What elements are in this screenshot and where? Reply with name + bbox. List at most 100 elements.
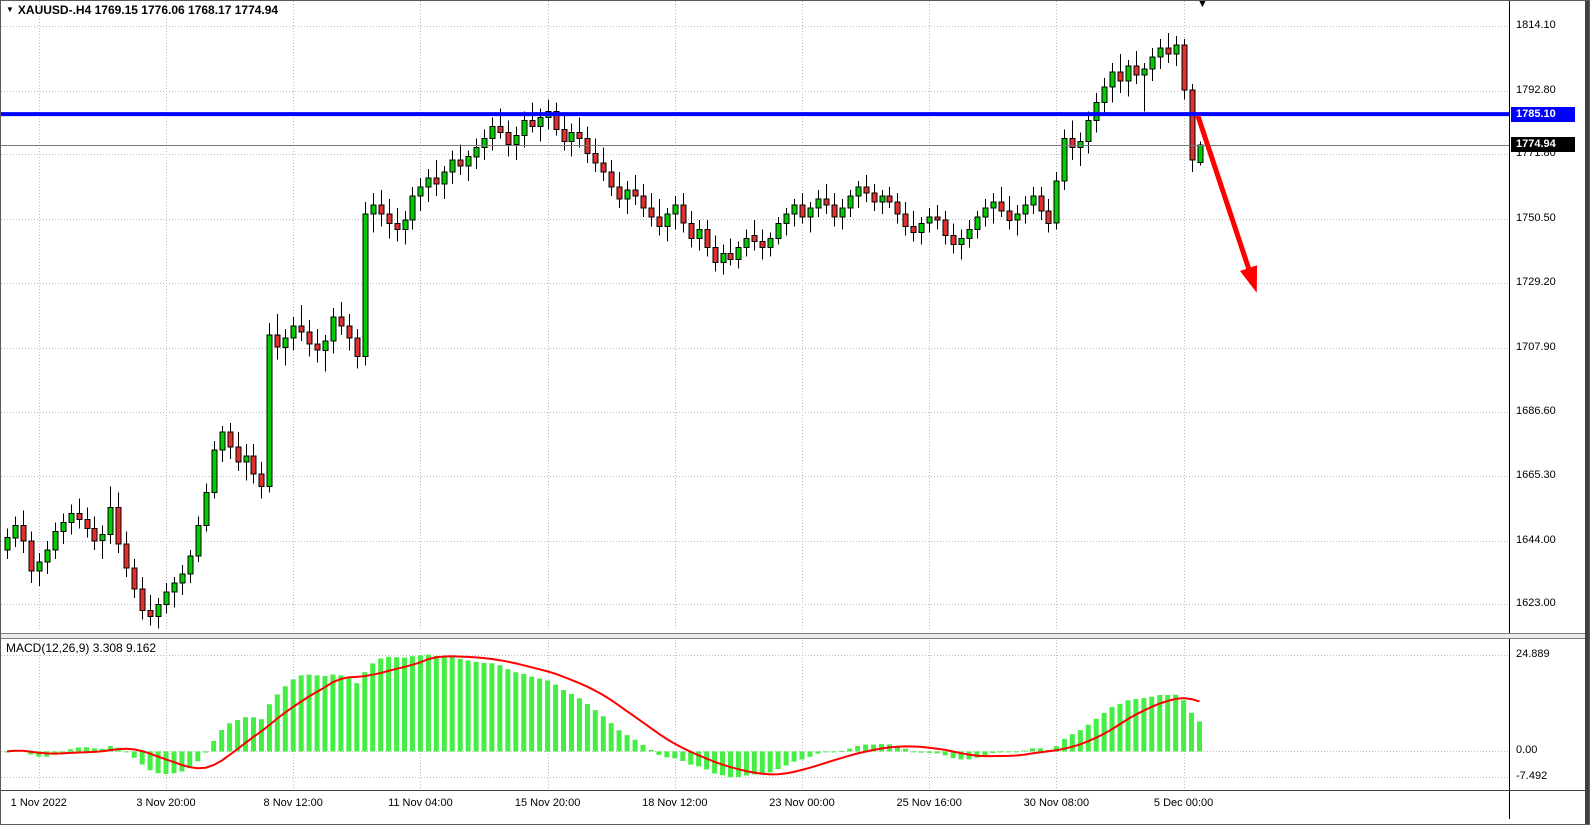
candle-body	[815, 198, 822, 209]
candle-body	[759, 240, 766, 248]
macd-histogram-bar	[1014, 751, 1020, 753]
time-axis[interactable]: 1 Nov 2022 3 Nov 20:00 8 Nov 12:00 11 Nov 0…	[1, 792, 1509, 819]
price-axis-label: 1792.80	[1516, 83, 1556, 96]
macd-histogram-bar	[807, 751, 813, 757]
candle-body	[155, 603, 162, 617]
macd-histogram-bar	[1197, 721, 1202, 752]
candle-body	[584, 138, 591, 155]
time-axis-label: 3 Nov 20:00	[136, 797, 196, 809]
macd-histogram-bar	[1117, 703, 1123, 752]
candle-body	[497, 126, 504, 133]
macd-histogram-bar	[584, 704, 590, 752]
macd-histogram-bar	[227, 723, 233, 752]
candle-body	[958, 237, 965, 245]
macd-histogram-bar	[92, 748, 97, 752]
candle-body	[576, 132, 583, 139]
candle-body	[847, 195, 854, 209]
candle-body	[1053, 180, 1060, 224]
pane-splitter[interactable]	[1, 633, 1589, 639]
candle-body	[274, 334, 281, 348]
macd-histogram-bar	[481, 662, 487, 752]
time-axis-label: 15 Nov 20:00	[514, 797, 581, 809]
macd-histogram-bar	[338, 675, 344, 752]
price-axis-label: 1623.00	[1516, 597, 1556, 610]
candle-body	[990, 201, 997, 209]
macd-histogram-bar	[608, 723, 614, 752]
candle-body	[433, 177, 440, 185]
candle-body	[1038, 195, 1045, 212]
candle-body	[457, 159, 464, 167]
macd-histogram-bar	[696, 751, 702, 767]
candle-body	[1181, 44, 1188, 91]
macd-histogram-bar	[1181, 700, 1187, 752]
candle-body	[187, 555, 194, 575]
macd-histogram-bar	[258, 719, 264, 752]
time-axis-label: 18 Nov 12:00	[642, 797, 708, 809]
candle-body	[600, 162, 607, 173]
candle-body	[632, 189, 639, 197]
candle-body	[1022, 204, 1029, 215]
macd-histogram-bar	[553, 684, 559, 752]
candle-body	[783, 213, 790, 224]
macd-histogram-bar	[958, 751, 964, 760]
candle-body	[266, 334, 273, 487]
macd-histogram-bar	[815, 751, 821, 754]
macd-axis-label: 0.00	[1516, 744, 1538, 757]
macd-histogram-bar	[68, 749, 74, 752]
macd-histogram-bar	[688, 751, 694, 765]
candle-body	[807, 207, 814, 218]
candle-body	[147, 609, 154, 617]
macd-histogram-bar	[28, 751, 34, 755]
macd-histogram-bar	[1006, 751, 1012, 753]
candle-body	[163, 591, 170, 605]
candle-body	[513, 135, 520, 146]
candle-body	[99, 534, 106, 542]
candle-body	[680, 204, 687, 224]
price-axis-label: 1750.50	[1516, 211, 1556, 224]
candle-body	[926, 216, 933, 224]
macd-histogram-bar	[799, 751, 805, 760]
candle-body	[942, 219, 949, 236]
trend-arrow-head[interactable]	[1239, 265, 1258, 293]
macd-histogram-bar	[378, 658, 384, 752]
macd-histogram-bar	[894, 746, 900, 752]
price-axis-label: 1665.30	[1516, 469, 1556, 482]
candle-body	[227, 431, 234, 448]
macd-histogram-bar	[266, 704, 272, 752]
candle-body	[330, 316, 337, 342]
candle-body	[823, 198, 830, 206]
macd-histogram-bar	[402, 657, 407, 752]
chart-title: ▼ XAUUSD-.H4 1769.15 1776.06 1768.17 177…	[6, 3, 278, 17]
macd-histogram-bar	[926, 751, 932, 753]
candle-body	[91, 528, 98, 542]
candle-body	[505, 132, 512, 146]
candle-body	[727, 253, 734, 260]
candle-body	[1133, 65, 1140, 76]
macd-histogram-bar	[314, 675, 320, 752]
trend-arrow-shaft[interactable]	[1195, 115, 1253, 273]
macd-histogram-bar	[918, 751, 924, 753]
macd-histogram-bar	[545, 680, 551, 752]
candle-body	[616, 186, 623, 200]
macd-histogram-bar	[322, 676, 328, 752]
macd-histogram-bar	[195, 751, 201, 762]
macd-histogram-bar	[990, 751, 996, 753]
macd-histogram-bar	[60, 751, 66, 753]
candle-body	[1141, 68, 1148, 76]
candle-body	[696, 228, 703, 239]
macd-histogram-bar	[187, 751, 193, 768]
candle-body	[704, 228, 711, 248]
macd-histogram-bar	[354, 683, 360, 752]
price-axis[interactable]: 1814.10 1792.80 1771.80 1750.50 1729.20 1707.…	[1509, 1, 1587, 819]
candle-body	[863, 186, 870, 194]
macd-histogram-bar	[394, 657, 400, 752]
chart-canvas[interactable]	[1, 1, 1509, 791]
candle-body	[409, 195, 416, 221]
macd-histogram-bar	[863, 744, 869, 752]
macd-histogram-bar	[457, 658, 463, 752]
macd-histogram-bar	[497, 665, 503, 752]
time-axis-separator	[1, 790, 1589, 791]
object-anchor-icon[interactable]: ▼	[1197, 0, 1208, 10]
candle-body	[473, 147, 480, 158]
candle-body	[537, 116, 544, 128]
